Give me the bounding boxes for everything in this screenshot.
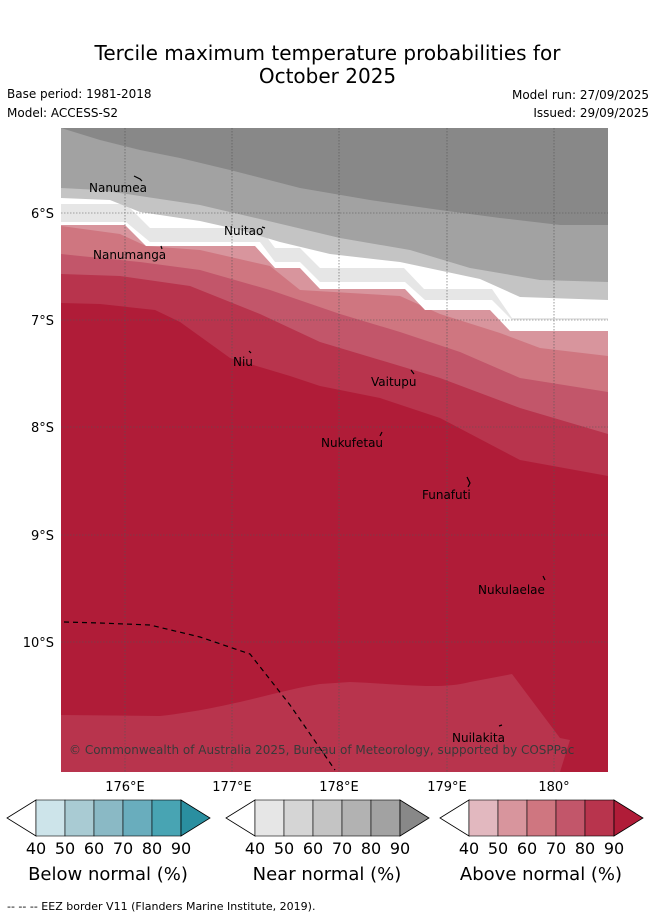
island-funafuti — [466, 476, 471, 488]
lon-tick-labels: 176°E 177°E 178°E 179°E 180° — [105, 780, 569, 795]
island-nanumanga — [160, 245, 163, 250]
near-colorbar-tick: 70 — [332, 839, 352, 858]
near-colorbar-tick: 50 — [274, 839, 294, 858]
above-colorbar-swatch — [555, 799, 586, 837]
lat-tick-6s: 6°S — [31, 207, 54, 222]
below-colorbar-swatch — [122, 799, 153, 837]
below-colorbar-high-extend — [180, 799, 211, 837]
above-colorbar-tick: 70 — [546, 839, 566, 858]
near-colorbar-low-extend — [225, 799, 256, 837]
above-colorbar-swatch — [526, 799, 557, 837]
lat-tick-7s: 7°S — [31, 314, 54, 329]
near-colorbar-swatch — [370, 799, 401, 837]
below-colorbar-tick: 90 — [171, 839, 191, 858]
eez-footnote: -- -- -- EEZ border V11 (Flanders Marine… — [7, 900, 316, 913]
below-colorbar-tick: 70 — [113, 839, 133, 858]
below-colorbar-tick: 50 — [55, 839, 75, 858]
lon-tick-179e: 179°E — [427, 780, 467, 795]
island-nukufetau — [379, 431, 383, 437]
place-label-niu: Niu — [233, 355, 253, 369]
above-colorbar-tick: 80 — [575, 839, 595, 858]
island-nanumea — [133, 175, 143, 182]
island-vaitupu — [410, 369, 415, 375]
base-period: Base period: 1981-2018 — [7, 87, 152, 101]
above-colorbar-swatch — [497, 799, 528, 837]
below-colorbar-low-extend — [6, 799, 37, 837]
lon-tick-180: 180° — [538, 780, 569, 795]
near-colorbar-swatch — [312, 799, 343, 837]
place-label-nukulaelae: Nukulaelae — [478, 583, 545, 597]
map-title-line1: Tercile maximum temperature probabilitie… — [94, 41, 561, 65]
near-colorbar-swatch — [254, 799, 285, 837]
colorbars: 40 50 60 70 80 90 40 50 60 70 80 90 40 50 60 70 80 90 — [6, 799, 644, 858]
near-colorbar-tick: 60 — [303, 839, 323, 858]
place-label-nuilakita: Nuilakita — [452, 731, 505, 745]
lat-tick-10s: 10°S — [23, 636, 54, 651]
below-colorbar-swatch — [151, 799, 182, 837]
place-label-nanumanga: Nanumanga — [93, 248, 166, 262]
above-colorbar-swatch — [468, 799, 499, 837]
place-labels: Nanumea Nanumanga Nuitao Niu Vaitupu Nuk… — [89, 181, 545, 745]
lat-tick-8s: 8°S — [31, 421, 54, 436]
island-nukulaelae — [542, 575, 546, 581]
probability-fill — [61, 128, 608, 772]
above-colorbar-tick: 40 — [459, 839, 479, 858]
near-colorbar-high-extend — [399, 799, 430, 837]
below-colorbar-tick: 80 — [142, 839, 162, 858]
near-normal-label: Near normal (%) — [252, 864, 402, 885]
near-colorbar-swatch — [341, 799, 372, 837]
near-colorbar-tick: 90 — [390, 839, 410, 858]
island-nuilakita — [498, 724, 503, 727]
near-colorbar-tick: 40 — [245, 839, 265, 858]
lat-tick-9s: 9°S — [31, 529, 54, 544]
place-label-nuitao: Nuitao — [224, 224, 263, 238]
island-outlines — [133, 175, 546, 727]
below-colorbar-tick: 60 — [84, 839, 104, 858]
near-colorbar-swatch — [283, 799, 314, 837]
above-colorbar-tick: 60 — [517, 839, 537, 858]
model-name: Model: ACCESS-S2 — [7, 106, 119, 120]
above-colorbar-low-extend — [439, 799, 470, 837]
above-colorbar-tick: 50 — [488, 839, 508, 858]
place-label-nanumea: Nanumea — [89, 181, 147, 195]
map-title-line2: October 2025 — [258, 64, 397, 88]
below-colorbar-swatch — [93, 799, 124, 837]
lat-tick-labels: 6°S 7°S 8°S 9°S 10°S — [23, 207, 54, 651]
place-label-nukufetau: Nukufetau — [321, 436, 383, 450]
model-run: Model run: 27/09/2025 — [511, 88, 649, 102]
place-label-vaitupu: Vaitupu — [371, 375, 417, 389]
below-colorbar-swatch — [64, 799, 95, 837]
near-colorbar-tick: 80 — [361, 839, 381, 858]
graticule — [61, 128, 608, 772]
above-colorbar-high-extend — [613, 799, 644, 837]
island-niu — [248, 350, 252, 354]
issued-date: Issued: 29/09/2025 — [533, 106, 649, 120]
place-label-funafuti: Funafuti — [422, 488, 471, 502]
copyright-notice: © Commonwealth of Australia 2025, Bureau… — [69, 743, 574, 757]
below-colorbar-tick: 40 — [26, 839, 46, 858]
above-colorbar-swatch — [584, 799, 615, 837]
above-colorbar-tick: 90 — [604, 839, 624, 858]
lon-tick-177e: 177°E — [212, 780, 252, 795]
lon-tick-176e: 176°E — [105, 780, 145, 795]
below-colorbar-swatch — [35, 799, 66, 837]
lon-tick-178e: 178°E — [319, 780, 359, 795]
eez-border-line — [63, 621, 336, 771]
above-normal-label: Above normal (%) — [459, 864, 623, 885]
island-nuitao — [261, 226, 266, 229]
below-normal-label: Below normal (%) — [28, 864, 188, 885]
